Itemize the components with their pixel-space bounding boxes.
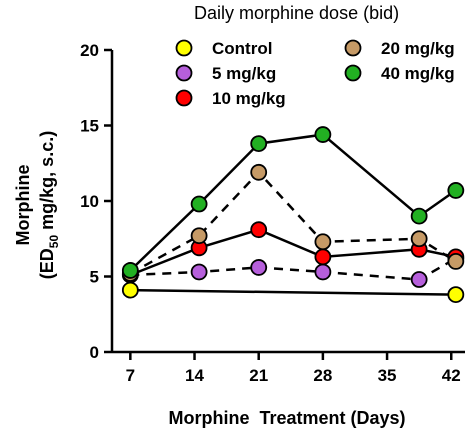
axes [110, 50, 465, 354]
data-point-5-mg-kg [314, 263, 332, 281]
series-line-10-mg-kg [129, 228, 457, 277]
data-point-control [447, 286, 465, 304]
data-point-20-mg-kg [190, 227, 208, 245]
legend-marker-5-mg-kg [175, 64, 193, 82]
legend-label-20-mg-kg: 20 mg/kg [381, 39, 455, 58]
legend: Control 5 mg/kg 10 mg/kg 20 mg/kg 40 mg/kg [175, 39, 455, 108]
legend-label-control: Control [212, 39, 272, 58]
y-tick-label: 20 [80, 41, 99, 60]
y-tick-label: 5 [90, 268, 99, 287]
data-point-5-mg-kg [410, 271, 428, 288]
series-line-5-mg-kg [130, 257, 457, 281]
data-point-10-mg-kg [250, 221, 268, 239]
x-axis-title: Morphine Treatment (Days) [168, 408, 405, 428]
data-point-control [121, 281, 139, 299]
data-point-5-mg-kg [190, 263, 208, 281]
legend-marker-control [175, 39, 193, 57]
y-axis-title-line1: Morphine [13, 165, 33, 246]
x-tick-label: 7 [126, 366, 135, 385]
series-line-20-mg-kg [129, 170, 457, 275]
data-point-40-mg-kg [121, 262, 139, 279]
x-tick-label: 14 [185, 366, 204, 385]
x-tick-label: 21 [249, 366, 268, 385]
data-point-10-mg-kg [314, 248, 332, 266]
y-axis-title: Morphine (ED50 mg/kg, s.c.) [13, 131, 61, 279]
data-point-20-mg-kg [410, 230, 428, 248]
series-lines [129, 133, 457, 296]
y-tick-label: 15 [80, 117, 99, 136]
data-point-40-mg-kg [314, 126, 332, 143]
legend-marker-20-mg-kg [344, 39, 362, 57]
data-point-20-mg-kg [447, 252, 465, 270]
legend-label-40-mg-kg: 40 mg/kg [381, 64, 455, 83]
data-point-40-mg-kg [190, 195, 208, 213]
data-point-40-mg-kg [447, 182, 465, 199]
y-tick-label: 0 [90, 343, 99, 362]
data-point-20-mg-kg [250, 163, 268, 181]
y-ticks: 0 5 10 15 20 [80, 41, 112, 362]
legend-label-10-mg-kg: 10 mg/kg [212, 89, 286, 108]
x-tick-label: 42 [442, 366, 461, 385]
y-axis-title-suffix: mg/kg, s.c.) [37, 131, 57, 235]
data-point-5-mg-kg [250, 259, 268, 276]
x-ticks: 7 14 21 28 35 42 [126, 352, 461, 385]
y-tick-label: 10 [80, 192, 99, 211]
series-markers [121, 126, 465, 304]
legend-marker-10-mg-kg [175, 89, 193, 107]
x-tick-label: 28 [313, 366, 332, 385]
y-axis-title-prefix: (ED [37, 248, 57, 279]
legend-marker-40-mg-kg [344, 64, 362, 82]
y-axis-title-line2: (ED50 mg/kg, s.c.) [37, 131, 61, 279]
data-point-40-mg-kg [410, 207, 428, 225]
data-point-40-mg-kg [250, 135, 268, 153]
y-axis-title-subscript: 50 [47, 235, 61, 249]
series-line-control [130, 288, 456, 296]
legend-label-5-mg-kg: 5 mg/kg [212, 64, 276, 83]
x-tick-label: 35 [378, 366, 397, 385]
legend-title: Daily morphine dose (bid) [194, 3, 399, 23]
data-point-20-mg-kg [314, 233, 332, 251]
